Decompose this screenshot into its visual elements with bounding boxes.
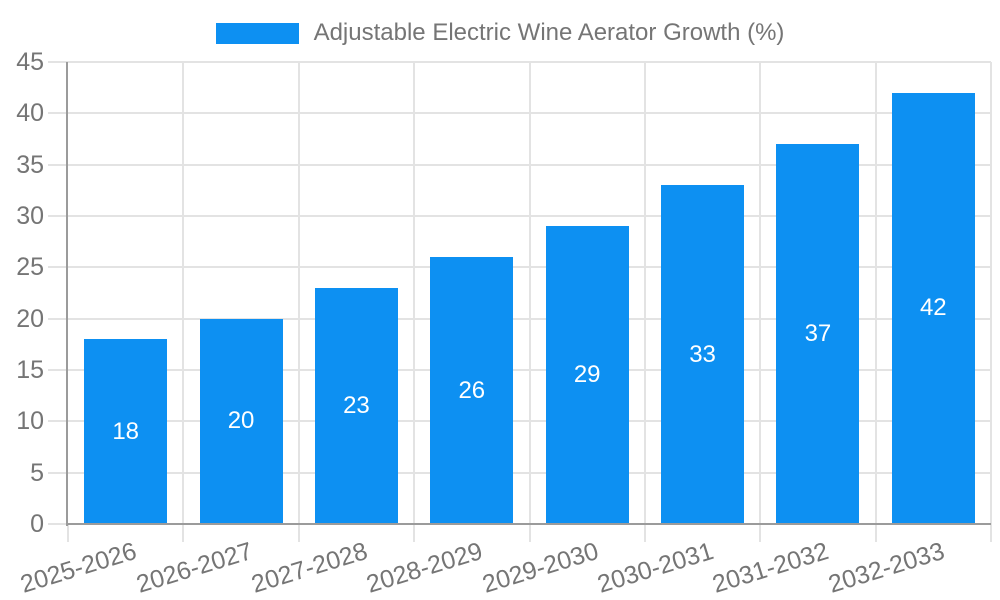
x-axis-line [66, 523, 991, 525]
bar-value-label: 23 [343, 391, 370, 419]
x-axis-tick-label: 2032-2033 [824, 537, 948, 599]
x-axis-tick [990, 524, 992, 542]
bar [84, 339, 168, 524]
x-axis-tick-label: 2031-2032 [709, 537, 833, 599]
legend-swatch [215, 22, 299, 44]
bar-value-label: 29 [573, 361, 601, 389]
bar [661, 185, 745, 524]
bar [199, 318, 283, 524]
bar-value-label: 26 [458, 376, 486, 404]
legend: Adjustable Electric Wine Aerator Growth … [0, 20, 1000, 46]
gridline-vertical [990, 62, 992, 524]
x-axis-tick-label: 2026-2027 [132, 537, 256, 599]
gridline-vertical [759, 62, 762, 524]
x-axis-tick [67, 524, 69, 542]
gridline-vertical [643, 62, 646, 524]
bar [776, 144, 860, 524]
y-axis-tick-label: 10 [16, 407, 44, 436]
bar-value-label: 42 [919, 294, 947, 322]
gridline-vertical [874, 62, 877, 524]
y-axis-tick [48, 317, 68, 320]
bar-value-label: 37 [804, 320, 832, 348]
x-axis-tick-label: 2028-2029 [363, 537, 486, 599]
y-axis-tick [48, 369, 68, 371]
y-axis-tick [48, 266, 68, 269]
x-axis-tick [528, 524, 531, 542]
x-axis-tick-label: 2029-2030 [478, 537, 602, 599]
y-axis-tick [48, 471, 68, 474]
bar-value-label: 18 [112, 417, 140, 445]
gridline-vertical [528, 62, 531, 524]
y-axis-tick-label: 25 [16, 253, 44, 282]
x-axis-tick [413, 524, 416, 542]
x-axis-tick-label: 2027-2028 [248, 537, 371, 599]
gridline-vertical [413, 62, 416, 524]
legend-label: Adjustable Electric Wine Aerator Growth … [313, 19, 785, 46]
y-axis-tick-label: 30 [16, 202, 44, 230]
x-axis-tick-label: 2030-2031 [594, 537, 717, 599]
bar [891, 92, 975, 524]
y-axis-tick [48, 61, 68, 63]
y-axis-tick [48, 112, 68, 115]
x-axis-tick [643, 524, 646, 542]
bar-value-label: 33 [689, 340, 716, 368]
bar [545, 226, 629, 524]
y-axis-tick-label: 15 [16, 356, 44, 384]
bar [430, 257, 514, 524]
y-axis-tick-label: 0 [30, 510, 44, 538]
y-axis-tick-label: 45 [16, 48, 44, 76]
x-axis-tick-label: 2025-2026 [17, 537, 140, 599]
gridline-vertical [297, 62, 300, 524]
y-axis-tick-label: 20 [16, 304, 44, 333]
bar-value-label: 20 [227, 407, 255, 435]
gridline-vertical [182, 62, 185, 524]
y-axis-tick [48, 420, 68, 423]
x-axis-tick [759, 524, 762, 542]
y-axis-line [66, 62, 68, 526]
x-axis-tick [874, 524, 877, 542]
x-axis-tick [297, 524, 300, 542]
y-axis-tick-label: 35 [16, 150, 44, 179]
bar [314, 287, 398, 524]
y-axis-tick-label: 40 [16, 99, 44, 128]
y-axis-tick-label: 5 [30, 458, 44, 487]
y-axis-tick [48, 523, 68, 525]
x-axis-tick [182, 524, 185, 542]
legend-item[interactable]: Adjustable Electric Wine Aerator Growth … [215, 19, 785, 46]
y-axis-tick [48, 215, 68, 217]
y-axis-tick [48, 163, 68, 166]
